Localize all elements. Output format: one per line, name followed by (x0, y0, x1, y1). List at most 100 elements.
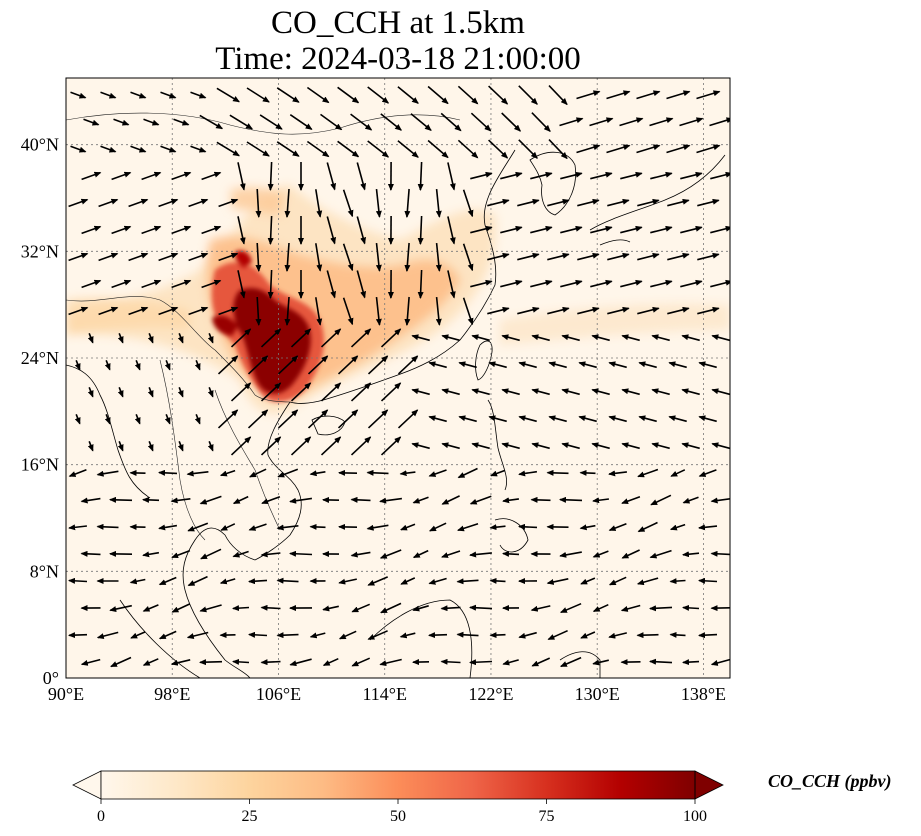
wind-arrow (638, 361, 657, 369)
wind-arrow (74, 360, 81, 371)
wind-arrow (592, 550, 609, 558)
wind-arrow (320, 382, 342, 402)
wind-arrow (337, 355, 359, 375)
wind-arrow (232, 550, 249, 558)
wind-arrow (260, 551, 281, 558)
wind-arrow (410, 113, 432, 131)
wind-arrow (277, 468, 299, 478)
wind-arrow (186, 470, 209, 477)
wind-arrow (284, 188, 291, 218)
wind-arrow (290, 382, 312, 402)
wind-arrow (267, 269, 274, 299)
wind-arrow (134, 360, 141, 371)
wind-arrow (128, 198, 149, 208)
wind-arrow (697, 306, 720, 315)
wind-arrow (417, 269, 424, 299)
wind-arrow (171, 171, 192, 181)
wind-arrow (530, 279, 553, 288)
wind-arrow (380, 602, 402, 614)
wind-arrow (130, 631, 146, 639)
wind-arrow (517, 252, 540, 261)
wind-arrow (502, 550, 520, 557)
map-background (66, 78, 730, 678)
wind-arrow (380, 113, 402, 131)
wind-arrow (326, 162, 337, 191)
wind-arrow (501, 388, 520, 396)
wind-arrow (560, 171, 583, 180)
wind-arrow (98, 198, 119, 208)
wind-arrow (457, 139, 479, 159)
wind-arrow (171, 279, 192, 289)
wind-arrow (518, 631, 537, 639)
wind-arrow (276, 524, 299, 531)
wind-arrow (636, 632, 659, 639)
lon-tick-label-98: 98°E (154, 684, 190, 704)
country-borders (66, 112, 461, 541)
wind-arrow (375, 297, 382, 326)
wind-arrow (620, 225, 643, 234)
wind-arrow (668, 415, 687, 423)
wind-arrow (80, 497, 101, 504)
wind-arrow (404, 296, 411, 326)
wind-arrow (710, 279, 730, 288)
wind-arrow (502, 497, 520, 504)
wind-arrow (447, 216, 456, 245)
wind-arrow (488, 139, 509, 159)
wind-arrow (290, 328, 312, 348)
wind-arrow (666, 90, 691, 100)
wind-arrow (547, 198, 570, 207)
wind-arrow (412, 605, 429, 612)
wind-arrow (428, 361, 447, 369)
wind-arrow (427, 139, 449, 159)
wind-arrow (232, 495, 249, 505)
wind-arrow (261, 495, 281, 505)
colorbar-extend-max (694, 770, 724, 800)
wind-arrow (607, 198, 630, 207)
wind-arrow (306, 86, 330, 104)
wind-arrow (309, 632, 326, 639)
wind-arrow (68, 198, 89, 208)
wind-arrow (440, 658, 461, 665)
wind-arrow (289, 658, 312, 667)
wind-arrow (606, 144, 631, 154)
wind-arrow (696, 144, 721, 154)
wind-arrow (546, 578, 569, 585)
wind-arrow (186, 631, 209, 639)
wind-arrow (158, 252, 179, 262)
wind-arrow (471, 388, 490, 396)
wind-arrow (171, 549, 191, 559)
wind-arrow (576, 90, 601, 100)
wind-arrow (356, 162, 367, 191)
lon-tick-label-114: 114°E (362, 684, 407, 704)
coastline-new-guinea (559, 651, 601, 678)
wind-arrow (559, 602, 582, 614)
wind-arrow (531, 112, 551, 133)
wind-arrow (559, 551, 582, 558)
wind-arrow (98, 252, 119, 262)
wind-arrow (289, 114, 313, 130)
colorbar-ticks (100, 799, 696, 804)
wind-arrow (711, 334, 730, 342)
wind-arrow (577, 306, 600, 315)
wind-arrow (637, 198, 660, 207)
wind-arrow (457, 467, 478, 479)
wind-arrow (81, 171, 102, 181)
wind-arrow (636, 577, 659, 586)
wind-arrow (158, 524, 178, 531)
lat-tick-label-0: 0° (43, 668, 59, 688)
wind-arrow (147, 387, 154, 398)
colorbar-gradient (101, 771, 695, 799)
wind-arrow (698, 415, 717, 423)
wind-arrow (111, 279, 132, 289)
wind-arrow (267, 161, 274, 191)
wind-arrow (456, 631, 479, 638)
wind-arrow (83, 118, 100, 126)
border-himalaya (66, 296, 216, 351)
wind-arrow (670, 469, 686, 477)
wind-arrow (70, 145, 87, 153)
wind-arrow (518, 139, 538, 159)
wind-arrow (447, 270, 456, 299)
colorbar-extend-min (72, 770, 102, 800)
wind-arrow (650, 279, 673, 288)
wind-arrow (501, 112, 522, 132)
